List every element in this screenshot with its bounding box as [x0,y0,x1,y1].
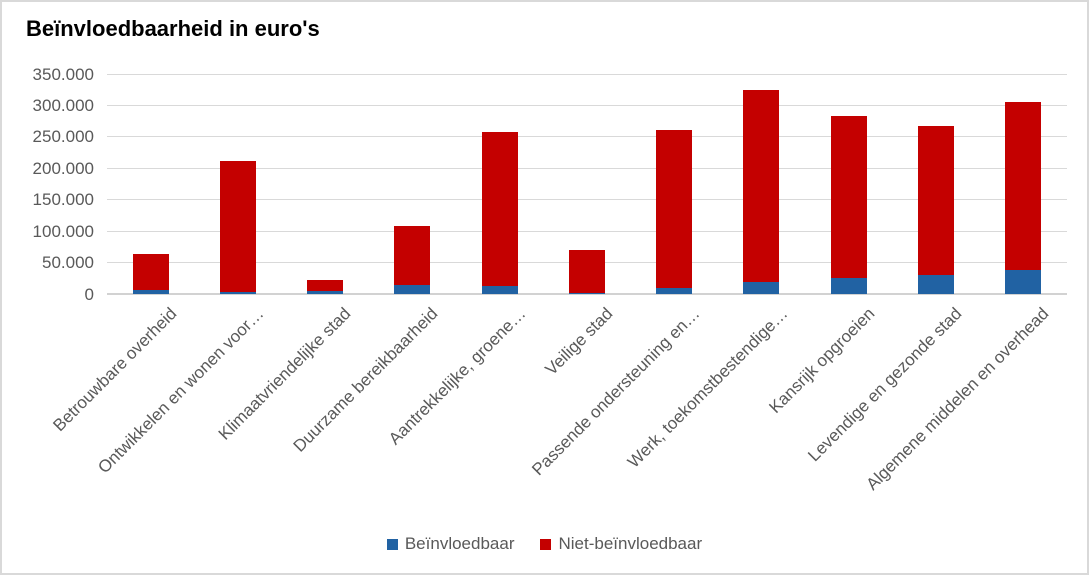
plot-area [107,73,1067,295]
bar-stack [743,89,780,294]
legend-label: Beïnvloedbaar [404,534,515,553]
bar-column [805,74,892,294]
gridline [107,230,1067,232]
bar-segment-be-nvloedbaar [1005,269,1042,294]
bar-segment-be-nvloedbaar [830,278,867,294]
bar-stack [1005,102,1042,294]
gridline [107,136,1067,138]
y-axis-tick-label: 100.000 [32,221,94,241]
bar-segment-be-nvloedbaar [307,290,344,294]
y-axis-tick-label: 250.000 [32,127,94,147]
bar-stack [219,160,256,294]
bar-segment-be-nvloedbaar [394,284,431,294]
bar-segment-be-nvloedbaar [743,282,780,294]
gridline [107,73,1067,75]
y-axis-tick-label: 300.000 [32,95,94,115]
bar-column [980,74,1067,294]
bar-segment-be-nvloedbaar [568,292,605,294]
bar-stack [132,254,169,294]
gridline [107,199,1067,201]
bar-segment-niet-be-nvloedbaar [219,160,256,292]
legend-swatch-niet-be-nvloedbaar [540,538,552,550]
bar-column [194,74,281,294]
legend-label: Niet-beïnvloedbaar [558,534,703,553]
bar-segment-be-nvloedbaar [132,290,169,294]
bar-segment-niet-be-nvloedbaar [568,250,605,293]
legend-swatch-be-nvloedbaar [386,538,398,550]
bar-column [456,74,543,294]
legend-item: Niet-beïnvloedbaar [540,534,702,554]
bar-segment-niet-be-nvloedbaar [1005,102,1042,270]
bar-stack [830,116,867,294]
bar-segment-be-nvloedbaar [656,287,693,294]
y-axis-tick-label: 150.000 [32,190,94,210]
y-axis-tick-label: 0 [84,284,94,304]
bar-segment-niet-be-nvloedbaar [481,131,518,286]
bar-column [282,74,369,294]
bar-segment-be-nvloedbaar [481,285,518,294]
bar-segment-be-nvloedbaar [918,274,955,294]
gridline [107,104,1067,106]
legend: Beïnvloedbaar Niet-beïnvloedbaar [2,534,1087,554]
legend-item: Beïnvloedbaar [386,534,515,554]
y-axis-tick-label: 50.000 [42,253,94,273]
bars-container [107,74,1067,294]
bar-column [631,74,718,294]
bar-stack [918,126,955,294]
bar-column [718,74,805,294]
bar-column [543,74,630,294]
bar-stack [307,280,344,294]
bar-segment-niet-be-nvloedbaar [394,226,431,285]
bar-stack [568,250,605,294]
gridline [107,293,1067,295]
bar-column [892,74,979,294]
bar-segment-niet-be-nvloedbaar [656,129,693,288]
bar-segment-niet-be-nvloedbaar [918,126,955,275]
bar-column [369,74,456,294]
bar-stack [481,131,518,294]
bar-segment-be-nvloedbaar [219,291,256,294]
gridline [107,167,1067,169]
bar-stack [394,226,431,294]
bar-stack [656,129,693,294]
bar-column [107,74,194,294]
chart-title: Beïnvloedbaarheid in euro's [26,16,320,41]
bar-segment-niet-be-nvloedbaar [830,116,867,279]
bar-segment-niet-be-nvloedbaar [132,254,169,291]
bar-segment-niet-be-nvloedbaar [743,89,780,283]
bar-segment-niet-be-nvloedbaar [307,280,344,291]
y-axis-tick-label: 200.000 [32,158,94,178]
y-axis-tick-label: 350.000 [32,64,94,84]
